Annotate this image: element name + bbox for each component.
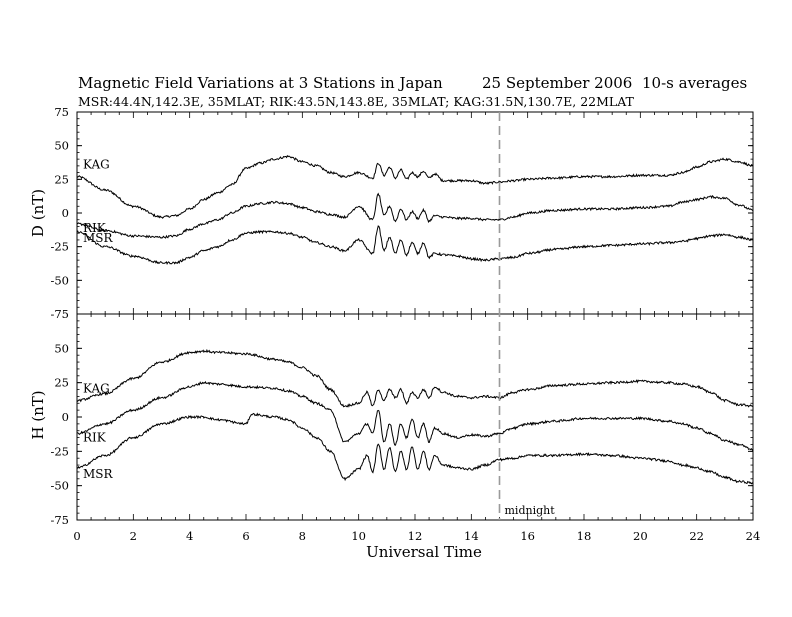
d-series-rik [76, 192, 754, 239]
xtick-label: 24 [746, 529, 761, 543]
d-ytick-label: -50 [50, 273, 69, 287]
h-ytick-label: -75 [50, 513, 69, 527]
xtick-label: 8 [299, 529, 306, 543]
xtick-label: 20 [633, 529, 648, 543]
xtick-label: 0 [73, 529, 80, 543]
h-ytick-label: -50 [50, 479, 69, 493]
d-ytick-label: 75 [54, 105, 69, 119]
chart-date: 25 September 2006 [482, 74, 632, 92]
d-ytick-label: -25 [50, 240, 69, 254]
h-series-msr [77, 412, 754, 485]
h-panel-frame [76, 313, 754, 521]
x-axis-label: Universal Time [366, 543, 482, 561]
h-ytick-label: -25 [50, 444, 69, 458]
d-series-label-msr: MSR [83, 231, 114, 245]
h-series-rik [76, 380, 754, 452]
h-series-label-rik: RIK [83, 430, 107, 444]
h-ytick-label: 25 [54, 376, 69, 390]
xtick-label: 4 [186, 529, 193, 543]
d-panel-frame [76, 111, 754, 315]
xtick-label: 10 [351, 529, 366, 543]
xtick-label: 2 [130, 529, 137, 543]
xtick-label: 22 [689, 529, 704, 543]
h-component-panel: 50 25 0 -25 -50 -75 KAG RIK MSR [50, 313, 754, 527]
d-series-kag [76, 154, 754, 219]
xtick-label: 16 [520, 529, 535, 543]
d-axis-label: D (nT) [29, 189, 47, 237]
midnight-marker-label: midnight [505, 504, 556, 517]
d-ytick-label: -75 [50, 307, 69, 321]
xtick-label: 18 [577, 529, 592, 543]
h-series-label-kag: KAG [83, 382, 110, 396]
xtick-label: 6 [242, 529, 249, 543]
d-ytick-label: 25 [54, 172, 69, 186]
d-series-label-rik: RIK [83, 221, 107, 235]
d-ytick-label: 50 [54, 139, 69, 153]
xtick-label: 14 [464, 529, 479, 543]
h-series-kag [76, 348, 754, 408]
chart-title: Magnetic Field Variations at 3 Stations … [78, 74, 443, 92]
h-ytick-label: 50 [54, 341, 69, 355]
chart-averaging: 10-s averages [642, 74, 747, 92]
h-axis-label: H (nT) [29, 390, 47, 439]
d-series-label-kag: KAG [83, 158, 110, 172]
chart-subtitle: MSR:44.4N,142.3E, 35MLAT; RIK:43.5N,143.… [78, 94, 635, 109]
xtick-label: 12 [408, 529, 423, 543]
d-ytick-label: 0 [62, 206, 69, 220]
d-series-msr [76, 225, 754, 265]
h-series-label-msr: MSR [83, 467, 114, 481]
h-ytick-label: 0 [62, 410, 69, 424]
